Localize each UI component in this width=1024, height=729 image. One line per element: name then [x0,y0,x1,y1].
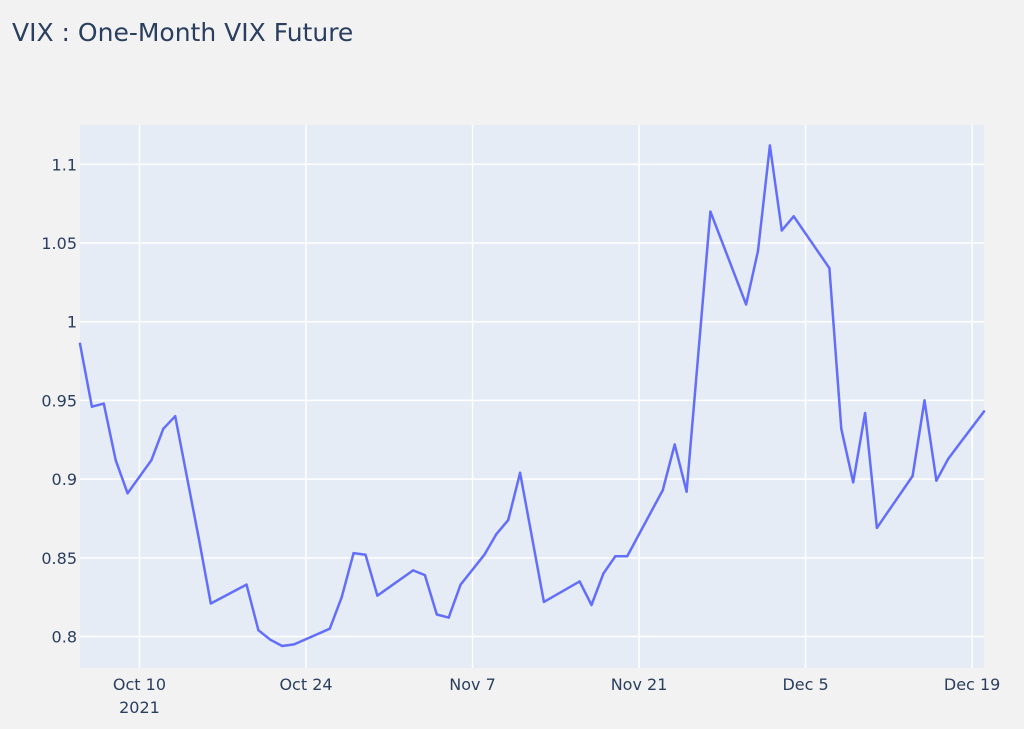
data-point [78,342,82,345]
data-point [197,537,201,541]
x-tick-label: Nov 21 [611,675,668,694]
data-point [102,402,105,405]
data-point [328,627,331,630]
y-tick-label: 0.9 [52,470,77,489]
data-point [685,490,688,493]
data-point [982,410,986,413]
x-tick-label: Dec 5 [782,675,828,694]
data-point [590,603,593,607]
y-tick-label: 0.8 [52,628,77,647]
x-tick-label: Dec 19 [944,675,1000,694]
data-point [614,555,617,558]
data-point [709,210,712,213]
series-group [78,144,986,648]
data-point [90,405,94,408]
data-point [828,267,831,270]
data-point [542,600,546,604]
data-point [376,594,379,597]
data-point [209,602,213,605]
plot-area [80,125,984,668]
data-point [245,583,248,586]
data-point [875,526,879,530]
data-point [150,459,153,462]
data-point [661,488,665,492]
data-point [352,551,355,555]
data-point [673,443,676,446]
data-point [578,580,581,583]
data-point [851,481,855,484]
gridlines [80,125,984,668]
data-point [744,303,748,306]
x-axis-ticks: Oct 10 2021 Oct 24 Nov 7 Nov 21 Dec 5 Dec 19 [113,675,1000,717]
data-point [126,492,129,495]
data-point [863,411,867,415]
data-point [483,553,486,556]
x-tick-label: Oct 24 [279,675,332,694]
data-point [257,629,260,632]
data-point [423,573,427,577]
data-point [756,249,760,253]
data-point [281,644,284,648]
data-point [114,459,117,462]
data-point [411,569,415,572]
data-point [340,595,343,599]
data-point [923,399,926,402]
y-tick-label: 0.95 [41,391,77,410]
data-point [173,414,177,418]
data-point [840,427,843,430]
data-point [507,518,510,522]
x-tick-label: Oct 10 [113,675,166,694]
y-tick-label: 1 [67,313,77,332]
y-tick-label: 1.05 [41,234,77,253]
data-point [780,229,783,232]
data-point [602,572,605,575]
data-point [435,613,439,616]
data-point [911,474,914,478]
data-point [959,441,962,445]
data-point [792,215,795,218]
data-point [768,144,772,147]
x-tick-label: Nov 7 [449,675,496,694]
y-axis-ticks: 0.8 0.85 0.9 0.95 1 1.05 1.1 [41,155,77,646]
data-point [269,638,272,641]
data-point [495,533,498,536]
data-point [447,616,450,619]
data-point [947,457,950,460]
data-point [935,479,938,482]
data-point [292,643,296,646]
data-point [459,583,462,586]
y-tick-label: 1.1 [52,155,77,174]
y-tick-label: 0.85 [41,549,77,568]
chart-title: VIX : One-Month VIX Future [12,18,354,47]
data-point [162,427,165,430]
data-point [625,555,629,558]
data-point [518,471,522,475]
data-point [364,553,367,556]
x-tick-year-label: 2021 [119,698,160,717]
